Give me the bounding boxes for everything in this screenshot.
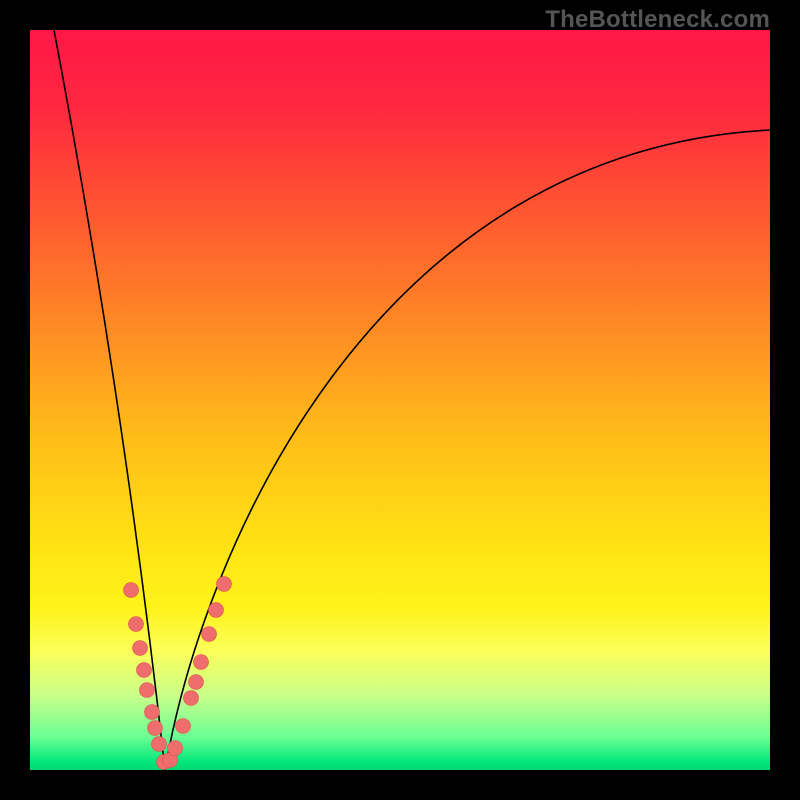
data-point <box>189 675 204 690</box>
data-point <box>124 583 139 598</box>
data-point <box>137 663 152 678</box>
data-point <box>176 719 191 734</box>
watermark-label: TheBottleneck.com <box>545 6 770 34</box>
data-point <box>148 721 163 736</box>
data-point <box>129 617 144 632</box>
data-point <box>194 655 209 670</box>
data-point <box>152 737 167 752</box>
data-point <box>145 705 160 720</box>
data-point <box>140 683 155 698</box>
data-points-layer <box>0 0 800 800</box>
data-point <box>133 641 148 656</box>
data-point <box>168 741 183 756</box>
data-point <box>209 603 224 618</box>
data-point <box>184 691 199 706</box>
data-point <box>202 627 217 642</box>
data-point <box>217 577 232 592</box>
